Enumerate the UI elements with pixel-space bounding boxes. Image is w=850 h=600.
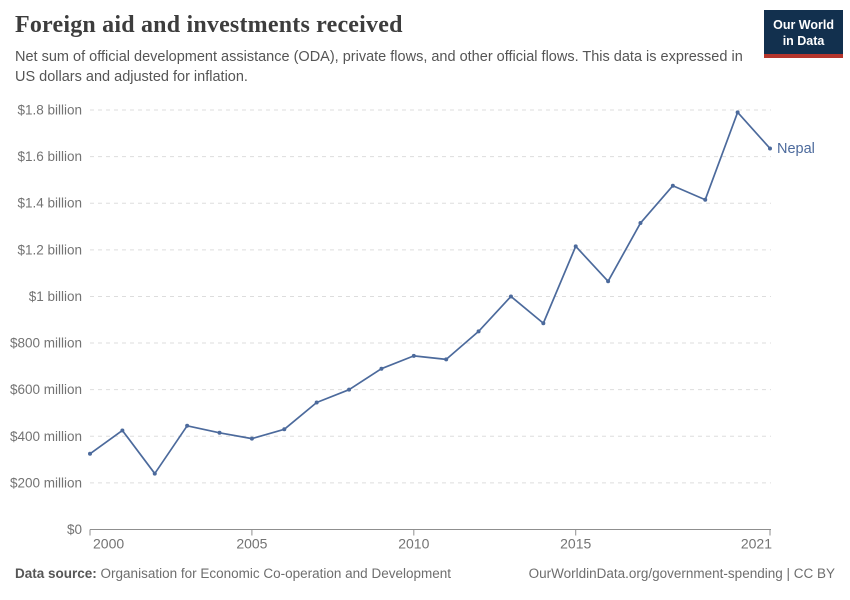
chart-footer: Data source: Organisation for Economic C… (15, 566, 835, 581)
series-line-nepal[interactable] (89, 111, 771, 475)
data-point-2019[interactable] (703, 197, 708, 202)
data-point-2002[interactable] (152, 471, 157, 476)
x-axis-tick-label: 2010 (398, 536, 429, 552)
series-end-label[interactable]: Nepal (777, 141, 815, 157)
data-point-2000[interactable] (88, 451, 92, 456)
data-point-2007[interactable] (314, 400, 319, 405)
owid-logo-line2: in Data (782, 34, 825, 49)
y-axis-tick-label: $1.2 billion (17, 242, 82, 257)
owid-logo-line1: Our World (773, 18, 834, 32)
y-axis-tick-label: $800 million (10, 336, 82, 351)
y-axis-tick-label: $0 (67, 522, 82, 537)
x-axis-tick-label: 2021 (741, 536, 772, 552)
license-link[interactable]: OurWorldinData.org/government-spending |… (528, 566, 835, 581)
data-point-2010[interactable] (411, 353, 416, 358)
data-point-2021[interactable] (768, 146, 772, 151)
y-axis-tick-label: $200 million (10, 475, 82, 490)
data-point-2020[interactable] (735, 110, 740, 115)
y-axis-tick-label: $1.4 billion (17, 196, 82, 211)
y-axis-tick-label: $1.8 billion (17, 103, 82, 118)
data-point-2011[interactable] (444, 357, 449, 362)
chart-subtitle: Net sum of official development assistan… (15, 49, 743, 85)
y-axis-tick-label: $1 billion (29, 289, 82, 304)
line-chart: $0 $200 million $400 million $600 million $8… (10, 103, 815, 552)
data-point-2012[interactable] (476, 329, 481, 334)
data-point-2006[interactable] (282, 427, 287, 432)
data-point-2009[interactable] (379, 366, 384, 371)
y-axis-tick-label: $600 million (10, 382, 82, 397)
data-point-2014[interactable] (541, 321, 546, 326)
data-point-2018[interactable] (670, 183, 675, 188)
data-point-2008[interactable] (347, 387, 352, 392)
data-point-2003[interactable] (185, 423, 190, 428)
x-axis-tick-label: 2005 (236, 536, 267, 552)
data-point-2004[interactable] (217, 430, 222, 435)
x-axis-tick-label: 2015 (560, 536, 591, 552)
data-point-2005[interactable] (249, 436, 254, 441)
owid-logo[interactable]: Our World in Data (764, 10, 843, 58)
data-source-label: Data source: (15, 566, 97, 581)
data-source-value: Organisation for Economic Co-operation a… (100, 566, 451, 581)
data-source: Data source: Organisation for Economic C… (15, 566, 451, 581)
data-point-2013[interactable] (508, 294, 513, 299)
data-point-2016[interactable] (606, 279, 611, 284)
y-axis-tick-label: $400 million (10, 429, 82, 444)
x-axis-tick-label: 2000 (93, 536, 124, 552)
data-point-2017[interactable] (638, 221, 643, 226)
data-point-2001[interactable] (120, 428, 125, 433)
chart-header: Foreign aid and investments received Net… (15, 12, 755, 87)
y-axis-tick-label: $1.6 billion (17, 149, 82, 164)
data-point-2015[interactable] (573, 244, 578, 249)
page-title: Foreign aid and investments received (15, 12, 403, 38)
